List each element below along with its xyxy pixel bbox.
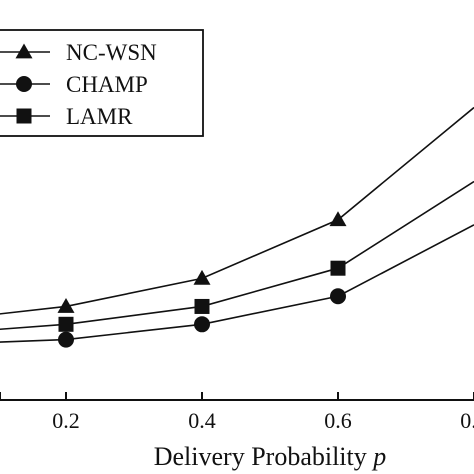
x-axis-variable: p (371, 442, 386, 471)
legend-entry-nc-wsn: NC-WSN (0, 40, 157, 65)
legend-box (0, 29, 204, 137)
series-line-nc-wsn (0, 106, 474, 315)
data-point-champ (330, 288, 346, 305)
data-point-nc-wsn (193, 269, 211, 285)
legend-entry-lamr: LAMR (0, 104, 133, 129)
legend-label-lamr: LAMR (66, 104, 133, 129)
x-tick-label: 0.2 (52, 408, 80, 433)
legend-marker-lamr (16, 108, 32, 124)
series-champ (0, 224, 474, 348)
series-nc-wsn (0, 106, 474, 315)
series-lamr (0, 180, 474, 332)
x-tick-label: 0.6 (324, 408, 352, 433)
data-point-nc-wsn (329, 211, 347, 227)
data-point-lamr (330, 260, 346, 276)
x-axis-label: Delivery Probability p (154, 442, 387, 471)
x-tick-label: 0.8 (460, 408, 474, 433)
data-point-lamr (194, 298, 210, 314)
data-point-champ (194, 316, 210, 333)
legend-label-nc-wsn: NC-WSN (66, 40, 157, 65)
x-tick-label: 0.4 (188, 408, 216, 433)
legend: NC-WSN CHAMP LAMR (0, 29, 204, 137)
legend-marker-champ (16, 76, 32, 92)
legend-label-champ: CHAMP (66, 72, 148, 97)
series-layer (0, 106, 474, 348)
data-point-champ (58, 331, 74, 348)
data-point-lamr (58, 316, 74, 332)
x-axis-label-text: Delivery Probability (154, 442, 367, 471)
data-point-nc-wsn (57, 297, 75, 313)
x-axis-ticks: 0.2 0.4 0.6 0.8 (0, 392, 474, 433)
legend-marker-nc-wsn (15, 43, 33, 59)
legend-entry-champ: CHAMP (0, 72, 148, 97)
